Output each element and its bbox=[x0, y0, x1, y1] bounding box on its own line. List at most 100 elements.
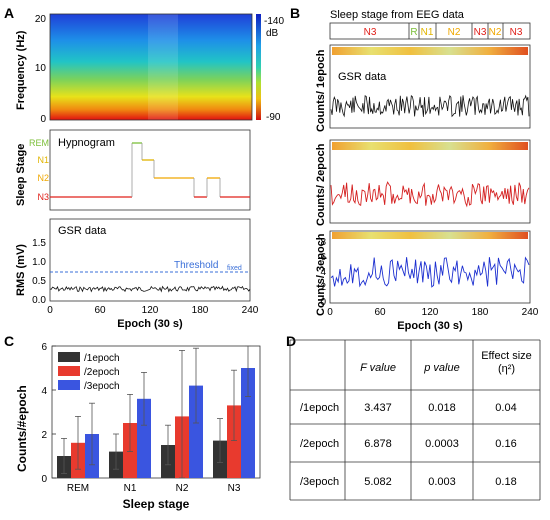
b3-ytick-4: 4 bbox=[320, 267, 326, 278]
panel-label-a: A bbox=[4, 5, 14, 21]
counts-2epoch-frame bbox=[329, 139, 531, 224]
gsr-xtick-60: 60 bbox=[94, 305, 106, 316]
b3-ytick-0: 0 bbox=[320, 297, 326, 308]
hypnogram-ylabel: Sleep Stage bbox=[15, 144, 27, 206]
td-r3c2: 0.003 bbox=[428, 476, 456, 488]
counts-2epoch-trace bbox=[330, 181, 530, 208]
y-tick-label: 0 bbox=[41, 474, 47, 485]
counts-2epoch-heatstrip bbox=[332, 142, 528, 150]
panel-label-b: B bbox=[290, 5, 300, 21]
spectrogram-image bbox=[50, 14, 252, 120]
b-xlabel: Epoch (30 s) bbox=[397, 320, 463, 332]
eeg-stage-r: R bbox=[410, 27, 417, 38]
td-r3c1: 5.082 bbox=[364, 476, 392, 488]
td-r2c0: /2epoch bbox=[300, 438, 339, 450]
spectrogram bbox=[49, 13, 253, 121]
spec-ytick-20: 20 bbox=[35, 14, 47, 25]
spectrogram-ylabel: Frequency (Hz) bbox=[15, 30, 27, 110]
gsr-ytick-4: 0.0 bbox=[32, 295, 46, 306]
b-xtick-0: 0 bbox=[327, 307, 333, 318]
hypnogram-trace bbox=[50, 142, 250, 198]
b-xtick-240: 240 bbox=[522, 307, 539, 318]
stage-rem-label: REM bbox=[29, 138, 49, 148]
eeg-stage-n3-b: N3 bbox=[474, 27, 487, 38]
legend-label-3epoch: /3epoch bbox=[84, 381, 120, 392]
stats-table: F value p value Effect size (η²) /1epoch… bbox=[289, 339, 541, 501]
spectrogram-band bbox=[148, 14, 178, 120]
td-r3c3: 0.18 bbox=[495, 476, 516, 488]
eeg-stage-n3-a: N3 bbox=[364, 27, 377, 38]
gsr-xtick-120: 120 bbox=[142, 305, 159, 316]
colorbar-unit: dB bbox=[266, 28, 279, 39]
counts-3epoch-trace bbox=[330, 256, 530, 288]
eeg-stage-n2-b: N2 bbox=[489, 27, 502, 38]
threshold-sub: fixed bbox=[227, 265, 242, 272]
bar-chart: 0 2 4 6 Counts/#epoch REM N1 N2 N3 Sleep stage/1e… bbox=[15, 342, 261, 511]
colorbar-top: -140 bbox=[264, 16, 284, 27]
b-xtick-60: 60 bbox=[374, 307, 386, 318]
ylabel-1epoch: Counts/ 1epoch bbox=[315, 49, 327, 132]
gsr-ytick-3: 0.5 bbox=[32, 276, 46, 287]
eeg-stage-n3-c: N3 bbox=[510, 27, 523, 38]
spec-ytick-10: 10 bbox=[35, 63, 47, 74]
b-xtick-180: 180 bbox=[472, 307, 489, 318]
x-tick-label-rem: REM bbox=[67, 483, 89, 494]
eeg-stage-n2-a: N2 bbox=[448, 27, 461, 38]
gsr-ylabel: RMS (mV) bbox=[15, 244, 27, 296]
panel-label-c: C bbox=[4, 333, 14, 349]
td-r1c2: 0.018 bbox=[428, 402, 456, 414]
td-r2c2: 0.0003 bbox=[425, 438, 459, 450]
hypnogram-title: Hypnogram bbox=[58, 137, 115, 149]
x-tick-label-n1: N1 bbox=[124, 483, 137, 494]
legend-label-1epoch: /1epoch bbox=[84, 353, 120, 364]
legend-swatch-3epoch bbox=[58, 380, 80, 390]
gsr-xtick-0: 0 bbox=[47, 305, 53, 316]
colorbar-bottom: -90 bbox=[266, 112, 281, 123]
ylabel-3epoch: Counts/ 3epoch bbox=[315, 233, 327, 316]
td-r2c3: 0.16 bbox=[495, 438, 516, 450]
th-effect-size-text: Effect size (η²) bbox=[481, 350, 532, 375]
b3-ytick-6: 6 bbox=[320, 252, 326, 263]
td-r3c0: /3epoch bbox=[300, 476, 339, 488]
th-p-value: p value bbox=[423, 362, 459, 374]
td-r1c0: /1epoch bbox=[300, 402, 339, 414]
panel-b-gsr-label: GSR data bbox=[338, 71, 387, 83]
counts-1epoch-heatstrip bbox=[332, 47, 528, 55]
b3-ytick-2: 2 bbox=[320, 282, 326, 293]
bar-2epoch-n3 bbox=[227, 405, 241, 478]
panel-label-d: D bbox=[286, 333, 296, 349]
td-r1c1: 3.437 bbox=[364, 402, 392, 414]
gsr-ytick-1: 1.5 bbox=[32, 238, 46, 249]
stage-n1-label: N1 bbox=[37, 155, 49, 165]
bar-3epoch-n3 bbox=[241, 368, 255, 478]
b-xtick-120: 120 bbox=[422, 307, 439, 318]
spec-ytick-0: 0 bbox=[40, 114, 46, 125]
bar-chart-xlabel: Sleep stage bbox=[123, 497, 190, 511]
y-tick-label: 4 bbox=[41, 386, 47, 397]
th-f-value: F value bbox=[360, 362, 396, 374]
stage-n3-label: N3 bbox=[37, 192, 49, 202]
eeg-stage-n1: N1 bbox=[421, 27, 434, 38]
ylabel-2epoch: Counts/ 2epoch bbox=[315, 143, 327, 226]
bar-chart-ylabel: Counts/#epoch bbox=[15, 385, 29, 472]
b3-ytick-8: 8 bbox=[320, 237, 326, 248]
gsr-xlabel: Epoch (30 s) bbox=[117, 318, 183, 330]
td-r1c3: 0.04 bbox=[495, 402, 516, 414]
bar-3epoch-n1 bbox=[137, 398, 151, 478]
th-effect-size: Effect size (η²) bbox=[481, 350, 532, 375]
stage-n2-label: N2 bbox=[37, 173, 49, 183]
eeg-stage-bar: N3 R N1 N2 N3 N2 N3 bbox=[329, 22, 531, 40]
x-tick-label-n3: N3 bbox=[228, 483, 241, 494]
td-r2c1: 6.878 bbox=[364, 438, 392, 450]
colorbar bbox=[256, 14, 261, 120]
counts-1epoch-trace bbox=[330, 94, 530, 118]
gsr-ytick-2: 1.0 bbox=[32, 257, 46, 268]
threshold-label: Threshold bbox=[174, 260, 218, 271]
counts-1epoch-frame bbox=[329, 44, 531, 129]
gsr-xtick-240: 240 bbox=[242, 305, 259, 316]
y-tick-label: 2 bbox=[41, 430, 47, 441]
y-tick-label: 6 bbox=[41, 342, 47, 353]
gsr-title: GSR data bbox=[58, 225, 107, 237]
gsr-xtick-180: 180 bbox=[192, 305, 209, 316]
legend-swatch-1epoch bbox=[58, 352, 80, 362]
